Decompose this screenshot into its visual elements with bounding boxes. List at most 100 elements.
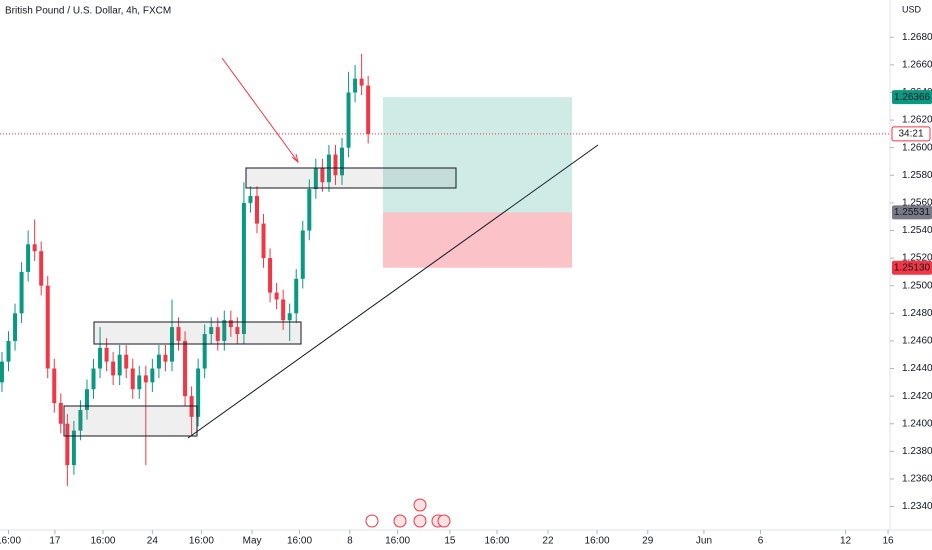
candle-body <box>26 244 31 272</box>
x-tick-label: 12 <box>840 536 852 547</box>
stop-tag <box>892 260 932 275</box>
candle-body <box>353 78 358 93</box>
candle-body <box>209 327 214 335</box>
x-tick-label: 16:00 <box>90 536 115 547</box>
candle-body <box>117 354 122 376</box>
x-tick-label: 16:00 <box>484 536 509 547</box>
x-tick-label: 24 <box>147 536 159 547</box>
y-tick-label: 1.24000 <box>902 418 932 429</box>
candle-body <box>366 85 371 134</box>
candle-body <box>294 278 299 314</box>
candle-body <box>202 334 207 369</box>
position-stop-zone <box>383 212 572 268</box>
x-tick-label: Jun <box>696 536 712 547</box>
candle-body <box>287 313 292 321</box>
candle-body <box>248 195 253 203</box>
x-tick-label: 16 <box>882 536 894 547</box>
arrow-line <box>221 57 299 163</box>
x-tick-label: May <box>243 536 262 547</box>
candle-body <box>84 389 89 410</box>
candle-body <box>307 189 312 231</box>
candle-body <box>13 313 18 341</box>
candle-body <box>261 223 266 259</box>
candle-body <box>313 168 318 190</box>
trend-line <box>187 144 599 439</box>
y-tick-label: 1.24600 <box>902 336 932 347</box>
candle-body <box>143 375 148 383</box>
zone-rect <box>63 405 198 437</box>
y-tick-label: 1.23800 <box>902 446 932 457</box>
candle-body <box>78 409 83 431</box>
zone-rect <box>93 321 302 345</box>
x-tick-label: 16:00 <box>0 536 21 547</box>
event-icon <box>413 498 427 512</box>
candle-body <box>58 403 63 424</box>
chart-title: British Pound / U.S. Dollar, 4h, FXCM <box>5 6 171 17</box>
candle-body <box>320 168 325 183</box>
candle-body <box>130 368 135 390</box>
event-icon <box>413 514 427 528</box>
candle-body <box>268 258 273 293</box>
entry-label: 1.25531 <box>894 207 931 218</box>
y-tick-label: 1.25600 <box>902 198 932 209</box>
axis-unit: USD <box>902 4 922 14</box>
candle-body <box>6 340 11 362</box>
candle-body <box>32 244 37 252</box>
y-tick-label: 1.23600 <box>902 474 932 485</box>
y-tick-label: 1.25000 <box>902 280 932 291</box>
candle-body <box>39 251 44 286</box>
y-tick-label: 1.25200 <box>902 253 932 264</box>
y-tick-label: 1.24800 <box>902 308 932 319</box>
candle-body <box>346 92 351 148</box>
y-tick-label: 1.23400 <box>902 501 932 512</box>
candle-body <box>333 154 338 176</box>
candle-body <box>235 327 240 335</box>
y-tick-label: 1.26800 <box>902 32 932 43</box>
candle-body <box>45 285 50 369</box>
y-tick-label: 1.26000 <box>902 142 932 153</box>
candle-body <box>241 202 246 335</box>
candle-body <box>215 327 220 341</box>
candle-body <box>111 361 116 376</box>
candle-body <box>137 375 142 390</box>
x-tick-label: 16:00 <box>585 536 610 547</box>
event-icon <box>393 514 407 528</box>
candle-body <box>300 230 305 279</box>
candle-body <box>340 147 345 176</box>
candle-body <box>176 327 181 341</box>
candle-body <box>0 361 4 383</box>
target-tag <box>892 90 932 105</box>
position-target-zone <box>383 97 572 213</box>
candle-body <box>65 423 70 466</box>
candle-body <box>104 347 109 362</box>
candle-body <box>228 320 233 328</box>
candle-body <box>156 354 161 369</box>
y-tick-label: 1.26600 <box>902 60 932 71</box>
candle-body <box>196 368 201 417</box>
y-tick-label: 1.25400 <box>902 225 932 236</box>
candle-body <box>359 78 364 86</box>
x-tick-label: 6 <box>758 536 764 547</box>
x-tick-label: 8 <box>347 536 353 547</box>
candle-body <box>183 340 188 397</box>
arrow-head <box>291 153 299 164</box>
event-icons <box>365 498 451 528</box>
y-tick-label: 1.25800 <box>902 170 932 181</box>
plot <box>0 53 572 486</box>
candle-body <box>222 320 227 341</box>
candle-body <box>91 368 96 390</box>
candle-body <box>71 430 76 466</box>
candle-body <box>52 368 57 404</box>
y-tick-label: 1.24200 <box>902 391 932 402</box>
y-tick-label: 1.24400 <box>902 363 932 374</box>
stop-label: 1.25130 <box>894 262 931 273</box>
zone-rect <box>245 167 457 189</box>
candle-body <box>19 271 24 314</box>
countdown-label: 34:21 <box>898 129 923 140</box>
x-tick-label: 16:00 <box>385 536 410 547</box>
x-tick-label: 16:00 <box>287 536 312 547</box>
x-tick-label: 22 <box>542 536 554 547</box>
